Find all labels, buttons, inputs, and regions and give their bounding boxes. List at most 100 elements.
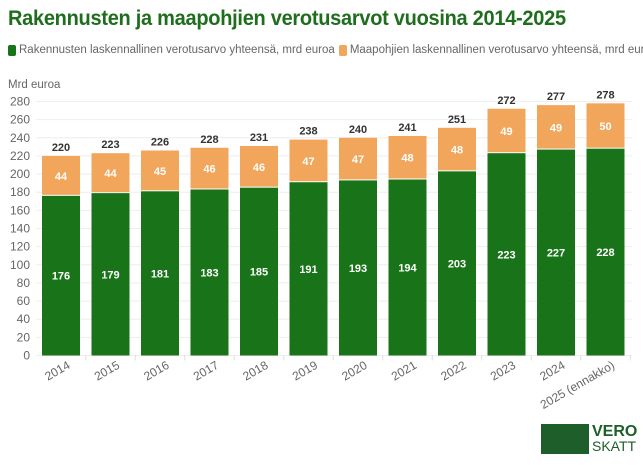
data-label-building: 223 <box>497 249 515 261</box>
data-label-building: 191 <box>299 264 317 276</box>
legend-label: Maapohjien laskennallinen verotusarvo yh… <box>349 44 643 56</box>
x-tick-label: 2021 <box>389 358 419 384</box>
x-tick-label: 2024 <box>537 358 567 384</box>
legend-label: Rakennusten laskennallinen verotusarvo y… <box>19 44 335 56</box>
data-label-building: 203 <box>448 258 466 270</box>
y-tick-label: 0 <box>23 349 30 363</box>
data-label-total: 231 <box>250 132 268 144</box>
legend-swatch-land <box>338 44 347 56</box>
x-tick-label: 2015 <box>92 358 122 384</box>
data-label-land: 44 <box>55 171 68 183</box>
bar-building <box>91 193 130 356</box>
data-label-building: 176 <box>52 271 70 283</box>
data-label-building: 183 <box>200 267 218 279</box>
data-label-total: 228 <box>200 134 218 146</box>
data-label-building: 193 <box>349 263 367 275</box>
bar-building <box>141 191 179 356</box>
y-axis-label: Mrd euroa <box>8 79 61 91</box>
legend-item-building: Rakennusten laskennallinen verotusarvo y… <box>8 44 335 56</box>
x-tick-label: 2023 <box>488 358 518 384</box>
bar-land <box>190 147 229 189</box>
data-label-total: 240 <box>349 124 367 136</box>
data-label-total: 272 <box>497 95 515 107</box>
data-label-land: 46 <box>253 162 265 174</box>
x-tick-label: 2022 <box>438 358 468 384</box>
logo-text: VERO <box>592 423 638 440</box>
logo-text: SKATT <box>592 438 637 454</box>
bar-land <box>586 103 625 148</box>
bar-building <box>487 153 526 356</box>
y-tick-label: 200 <box>10 167 30 181</box>
data-label-land: 47 <box>302 156 314 168</box>
bar-land <box>537 105 575 149</box>
bar-land <box>289 139 328 182</box>
y-tick-label: 60 <box>17 294 31 308</box>
y-tick-label: 260 <box>10 113 30 127</box>
data-label-land: 44 <box>104 168 117 180</box>
y-tick-label: 80 <box>17 276 31 290</box>
data-label-land: 50 <box>599 121 611 133</box>
y-tick-label: 140 <box>10 222 30 236</box>
data-label-land: 45 <box>154 166 166 178</box>
y-tick-label: 180 <box>10 185 30 199</box>
bar-land <box>438 127 476 171</box>
data-label-total: 220 <box>52 142 70 154</box>
data-label-total: 238 <box>299 126 317 138</box>
legend-item-land: Maapohjien laskennallinen verotusarvo yh… <box>338 44 643 56</box>
x-tick-label: 2017 <box>191 358 221 384</box>
data-label-total: 241 <box>398 122 416 134</box>
bar-building <box>388 179 427 356</box>
y-tick-label: 160 <box>10 203 30 217</box>
data-label-total: 226 <box>151 136 169 148</box>
y-tick-label: 280 <box>10 95 30 109</box>
data-label-land: 46 <box>203 164 215 176</box>
bar-building <box>289 182 328 356</box>
data-label-total: 223 <box>101 139 119 151</box>
data-label-land: 49 <box>500 126 512 138</box>
bar-building <box>339 180 377 356</box>
bar-land <box>339 137 377 180</box>
data-label-building: 181 <box>151 268 169 280</box>
y-tick-label: 40 <box>17 312 31 326</box>
logo-emblem-icon <box>541 424 589 454</box>
y-tick-label: 120 <box>10 240 30 254</box>
y-tick-label: 220 <box>10 149 30 163</box>
data-label-land: 48 <box>401 153 413 165</box>
data-label-total: 277 <box>547 91 565 103</box>
legend-swatch-building <box>8 44 16 56</box>
bar-land <box>91 153 130 193</box>
data-label-building: 228 <box>596 247 614 259</box>
data-label-land: 47 <box>352 154 364 166</box>
y-tick-label: 100 <box>10 258 30 272</box>
x-tick-label: 2020 <box>339 358 369 384</box>
bar-land <box>42 155 80 195</box>
x-tick-label: 2014 <box>42 358 72 384</box>
x-tick-label: 2018 <box>240 358 270 384</box>
bar-building <box>190 189 229 356</box>
x-tick-label: 2016 <box>141 358 171 384</box>
chart-title: Rakennusten ja maapohjien verotusarvot v… <box>8 6 566 30</box>
data-label-building: 185 <box>250 267 268 279</box>
legend: Rakennusten laskennallinen verotusarvo y… <box>8 44 643 56</box>
data-label-total: 251 <box>448 114 466 126</box>
bar-land <box>141 150 179 191</box>
bar-building <box>586 148 625 356</box>
bar-land <box>240 145 278 187</box>
bar-building <box>42 195 80 356</box>
x-tick-label: 2019 <box>290 358 320 384</box>
data-label-land: 49 <box>550 122 562 134</box>
data-label-total: 278 <box>596 89 614 101</box>
y-tick-label: 20 <box>17 330 31 344</box>
data-label-building: 179 <box>101 269 119 281</box>
bar-land <box>487 108 526 153</box>
data-label-land: 48 <box>451 145 463 157</box>
data-label-building: 227 <box>547 248 565 260</box>
bar-land <box>388 135 427 179</box>
bar-building <box>240 187 278 356</box>
y-tick-label: 240 <box>10 131 30 145</box>
vero-skatt-logo: VERO SKATT <box>541 424 637 454</box>
bar-building <box>438 171 476 356</box>
data-label-building: 194 <box>398 263 417 275</box>
bar-building <box>537 149 575 356</box>
